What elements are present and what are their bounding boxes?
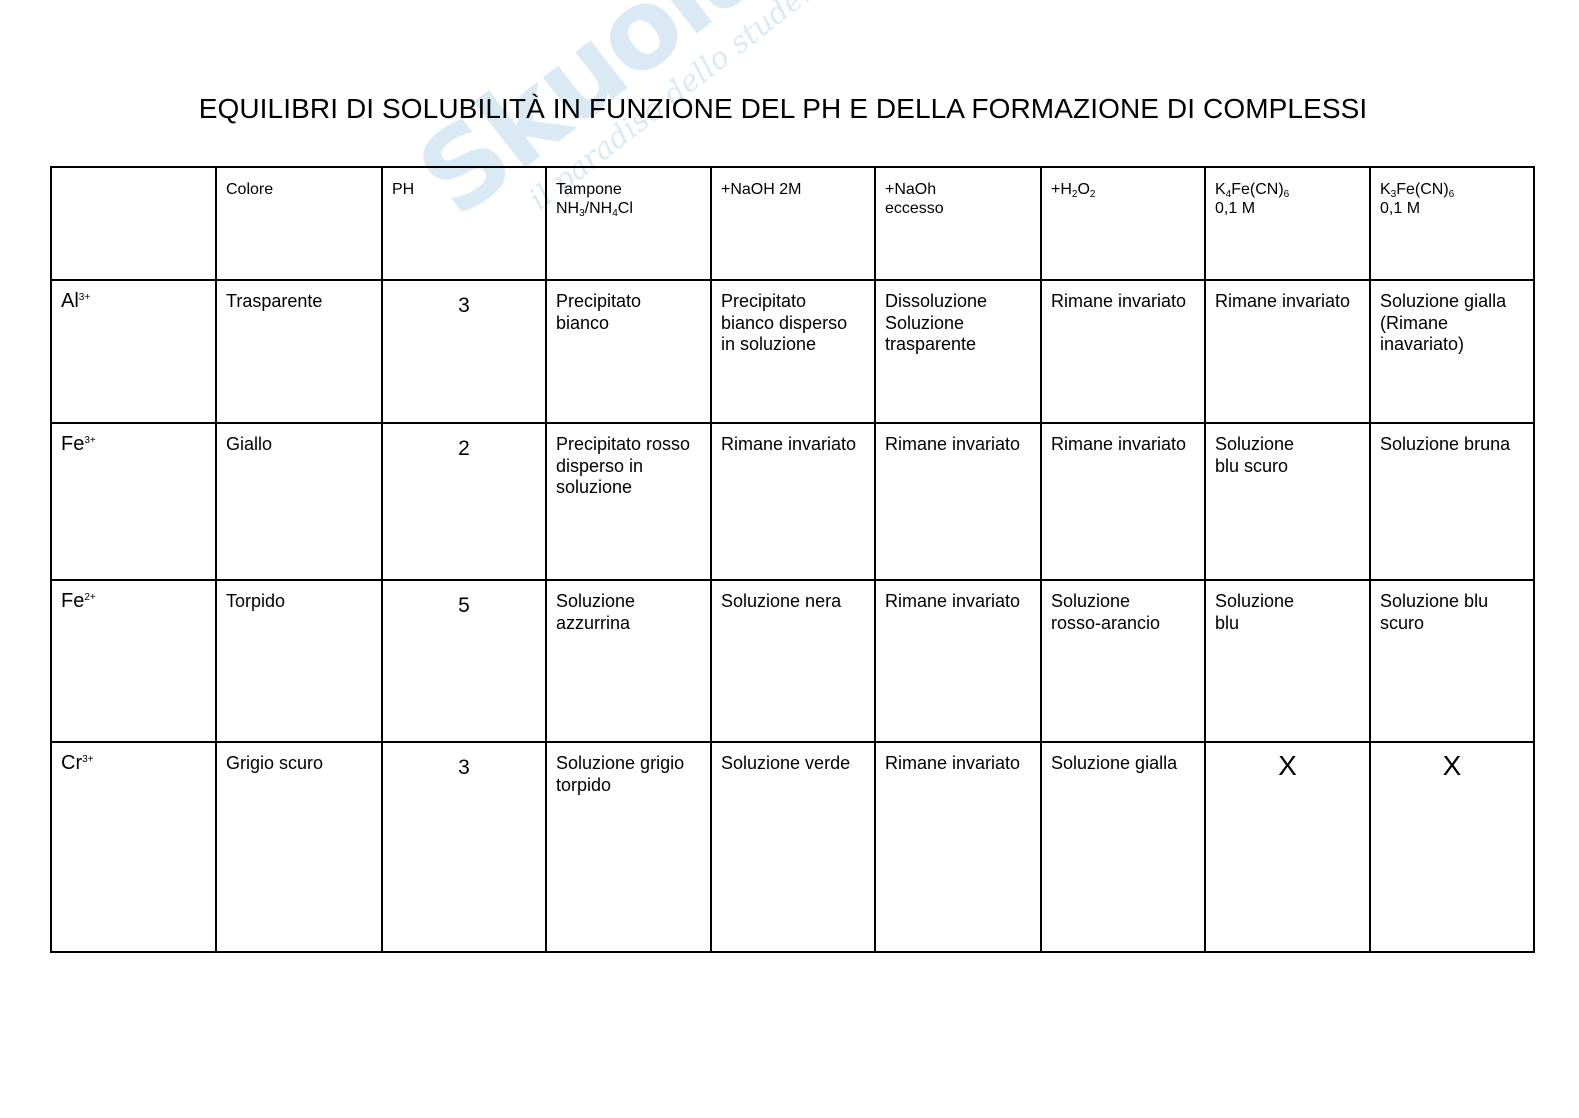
observation-cell: Soluzione azzurrina [545,579,712,743]
subscript: 2 [1089,189,1096,200]
subscript: 6 [1448,189,1455,200]
subscript: 2 [1071,189,1078,200]
header-row: Colore PH Tampone NH3/NH4Cl +NaOH 2M +NaOh e… [50,166,1535,281]
observation-cell: Rimane invariato [874,579,1042,743]
header-cell: Colore [215,166,383,281]
observation-cell: Rimane invariato [1040,422,1206,581]
observation-cell: Precipitato bianco [545,279,712,424]
ion-symbol: Fe [61,433,85,455]
header-text: Fe(CN) [1231,181,1284,198]
ph-cell: 2 [381,422,547,581]
observation-cell: Rimane invariato [1204,279,1371,424]
header-cell: K3Fe(CN)6 0,1 M [1369,166,1535,281]
ion-cell: Al3+ [50,279,217,424]
observation-cell: Soluzione nera [710,579,876,743]
header-text: Colore [226,181,274,198]
header-cell: Tampone NH3/NH4Cl [545,166,712,281]
header-text: 0,1 M [1215,200,1256,217]
ph-cell: 5 [381,579,547,743]
header-text: O [1077,181,1090,198]
header-cell [50,166,217,281]
observation-cell: Soluzione verde [710,741,876,953]
table-row: Cr3+ Grigio scuro 3 Soluzione grigio torpid… [50,741,1535,953]
observation-cell: Rimane invariato [1040,279,1206,424]
ion-charge: 3+ [82,754,94,765]
ph-cell: 3 [381,279,547,424]
header-cell: K4Fe(CN)6 0,1 M [1204,166,1371,281]
colore-cell: Torpido [215,579,383,743]
observation-cell: Rimane invariato [874,422,1042,581]
page-title: EQUILIBRI DI SOLUBILITÀ IN FUNZIONE DEL … [198,93,1368,124]
header-cell: +NaOH 2M [710,166,876,281]
observation-cell: Soluzione gialla [1040,741,1206,953]
observation-cell: Soluzione rosso-arancio [1040,579,1206,743]
observation-cell: Soluzione bruna [1369,422,1535,581]
subscript: 6 [1283,189,1290,200]
observation-cell: Soluzione blu [1204,579,1371,743]
header-text: K [1215,181,1226,198]
table-row: Fe2+ Torpido 5 Soluzione azzurrina Soluzione… [50,579,1535,743]
observation-cell: Soluzione blu scuro [1204,422,1371,581]
observation-cell: Dissoluzione Soluzione trasparente [874,279,1042,424]
ion-charge: 3+ [84,435,96,446]
header-text: 0,1 M [1380,200,1421,217]
subscript: 3 [1390,189,1397,200]
observation-cell: Rimane invariato [710,422,876,581]
observation-cell: Precipitato bianco disperso in soluzione [710,279,876,424]
header-text: Cl [617,200,633,217]
observation-cell: Soluzione grigio torpido [545,741,712,953]
ion-charge: 3+ [78,292,91,303]
header-text: K [1380,181,1391,198]
header-text: Tampone NH [556,181,622,217]
observation-cell: Rimane invariato [874,741,1042,953]
table-row: Fe3+ Giallo 2 Precipitato rosso disperso in… [50,422,1535,581]
ion-cell: Cr3+ [50,741,217,953]
observation-cell: X [1369,741,1535,953]
subscript: 4 [1225,189,1232,200]
observation-cell: Soluzione gialla (Rimane inavariato) [1369,279,1535,424]
header-text: +NaOh eccesso [885,181,944,217]
observation-cell: Precipitato rosso disperso in soluzione [545,422,712,581]
ion-symbol: Fe [61,590,85,612]
colore-cell: Trasparente [215,279,383,424]
table-row: Al3+ Trasparente 3 Precipitato bianco Precip… [50,279,1535,424]
colore-cell: Giallo [215,422,383,581]
header-text: +H [1051,181,1072,198]
observation-cell: Soluzione blu scuro [1369,579,1535,743]
ph-cell: 3 [381,741,547,953]
solubility-table: Colore PH Tampone NH3/NH4Cl +NaOH 2M +NaOh e… [50,166,1535,953]
observation-cell: X [1204,741,1371,953]
ion-cell: Fe3+ [50,422,217,581]
header-text: Fe(CN) [1396,181,1449,198]
header-cell: +NaOh eccesso [874,166,1042,281]
colore-cell: Grigio scuro [215,741,383,953]
header-text: /NH [584,200,613,217]
header-text: PH [392,181,415,198]
header-cell: PH [381,166,547,281]
ion-charge: 2+ [84,592,96,603]
ion-cell: Fe2+ [50,579,217,743]
subscript: 3 [579,208,585,219]
subscript: 4 [612,208,618,219]
ion-symbol: Cr [61,752,83,774]
ion-symbol: Al [61,290,79,312]
header-text: +NaOH 2M [721,181,802,198]
header-cell: +H2O2 [1040,166,1206,281]
